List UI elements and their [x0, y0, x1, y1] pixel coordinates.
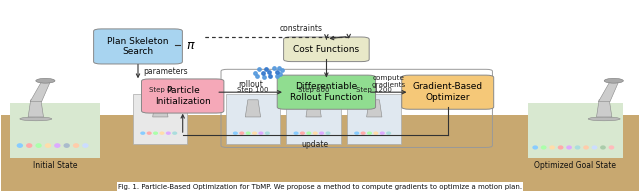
Point	[276, 69, 287, 72]
Point	[252, 74, 262, 78]
Ellipse shape	[300, 132, 305, 135]
Text: compute
gradients: compute gradients	[372, 75, 406, 88]
Ellipse shape	[26, 143, 33, 148]
Text: parameters: parameters	[143, 67, 188, 76]
Ellipse shape	[20, 117, 52, 121]
Ellipse shape	[45, 143, 51, 148]
Ellipse shape	[373, 132, 378, 135]
FancyBboxPatch shape	[133, 94, 188, 144]
Polygon shape	[153, 100, 168, 117]
Polygon shape	[596, 100, 612, 117]
Point	[265, 75, 275, 78]
Ellipse shape	[588, 117, 620, 121]
Ellipse shape	[140, 132, 145, 135]
Ellipse shape	[259, 132, 264, 135]
Ellipse shape	[294, 132, 299, 135]
Text: $\pi$: $\pi$	[186, 39, 196, 52]
Ellipse shape	[575, 145, 580, 150]
Ellipse shape	[313, 132, 318, 135]
Ellipse shape	[36, 78, 55, 83]
Ellipse shape	[609, 145, 614, 150]
Ellipse shape	[17, 143, 23, 148]
Ellipse shape	[233, 132, 238, 135]
Polygon shape	[245, 100, 260, 117]
Ellipse shape	[73, 143, 79, 148]
Point	[271, 74, 282, 78]
Point	[269, 67, 279, 70]
Point	[257, 71, 268, 74]
Ellipse shape	[239, 132, 244, 135]
FancyBboxPatch shape	[10, 103, 100, 158]
Ellipse shape	[265, 132, 270, 135]
Ellipse shape	[583, 145, 589, 150]
Ellipse shape	[541, 145, 547, 150]
FancyBboxPatch shape	[347, 94, 401, 144]
FancyBboxPatch shape	[402, 75, 493, 109]
FancyBboxPatch shape	[277, 75, 376, 109]
Ellipse shape	[82, 143, 88, 148]
FancyBboxPatch shape	[226, 94, 280, 144]
Ellipse shape	[386, 132, 391, 135]
Ellipse shape	[566, 145, 572, 150]
Ellipse shape	[166, 132, 171, 135]
Ellipse shape	[159, 132, 164, 135]
Text: Differentiable
Rollout Function: Differentiable Rollout Function	[290, 83, 363, 102]
Point	[259, 75, 269, 79]
Ellipse shape	[319, 132, 324, 135]
Polygon shape	[28, 100, 44, 117]
FancyBboxPatch shape	[284, 37, 369, 62]
Ellipse shape	[549, 145, 555, 150]
Text: Step 0: Step 0	[149, 87, 172, 93]
FancyBboxPatch shape	[287, 94, 340, 144]
FancyBboxPatch shape	[93, 29, 182, 64]
Ellipse shape	[35, 143, 42, 148]
Point	[250, 72, 260, 75]
Text: Cost Functions: Cost Functions	[293, 45, 360, 54]
Text: Optimized Goal State: Optimized Goal State	[534, 161, 616, 170]
Text: constraints: constraints	[279, 24, 323, 33]
Point	[260, 67, 271, 70]
FancyBboxPatch shape	[141, 79, 224, 113]
Ellipse shape	[600, 145, 606, 150]
Ellipse shape	[604, 78, 623, 83]
Ellipse shape	[246, 132, 251, 135]
Ellipse shape	[354, 132, 359, 135]
Ellipse shape	[532, 145, 538, 150]
Ellipse shape	[147, 132, 152, 135]
Text: Step 800: Step 800	[298, 87, 330, 93]
Text: Initial State: Initial State	[33, 161, 77, 170]
Ellipse shape	[591, 145, 597, 150]
Ellipse shape	[54, 143, 61, 148]
FancyBboxPatch shape	[527, 103, 623, 158]
Ellipse shape	[153, 132, 158, 135]
Text: update: update	[301, 140, 329, 149]
Text: Step 1200: Step 1200	[356, 87, 392, 93]
Point	[264, 71, 274, 74]
Point	[254, 68, 264, 71]
Text: rollout: rollout	[238, 80, 263, 89]
Text: Fig. 1. Particle-Based Optimization for TbMP. We propose a method to compute gra: Fig. 1. Particle-Based Optimization for …	[118, 184, 522, 190]
Polygon shape	[367, 100, 382, 117]
Ellipse shape	[325, 132, 330, 135]
Text: Step 100: Step 100	[237, 87, 269, 93]
Ellipse shape	[380, 132, 385, 135]
Ellipse shape	[367, 132, 372, 135]
Ellipse shape	[63, 143, 70, 148]
Polygon shape	[598, 83, 618, 102]
Ellipse shape	[307, 132, 312, 135]
Ellipse shape	[252, 132, 257, 135]
Bar	[1, 115, 639, 191]
Ellipse shape	[360, 132, 365, 135]
Point	[275, 73, 285, 76]
Text: Particle
Initialization: Particle Initialization	[155, 86, 211, 106]
Point	[272, 70, 282, 73]
Polygon shape	[306, 100, 321, 117]
Ellipse shape	[557, 145, 563, 150]
Ellipse shape	[172, 132, 177, 135]
Polygon shape	[30, 83, 50, 102]
Text: Plan Skeleton
Search: Plan Skeleton Search	[108, 37, 169, 56]
Text: Gradient-Based
Optimizer: Gradient-Based Optimizer	[413, 83, 483, 102]
Point	[274, 66, 284, 70]
